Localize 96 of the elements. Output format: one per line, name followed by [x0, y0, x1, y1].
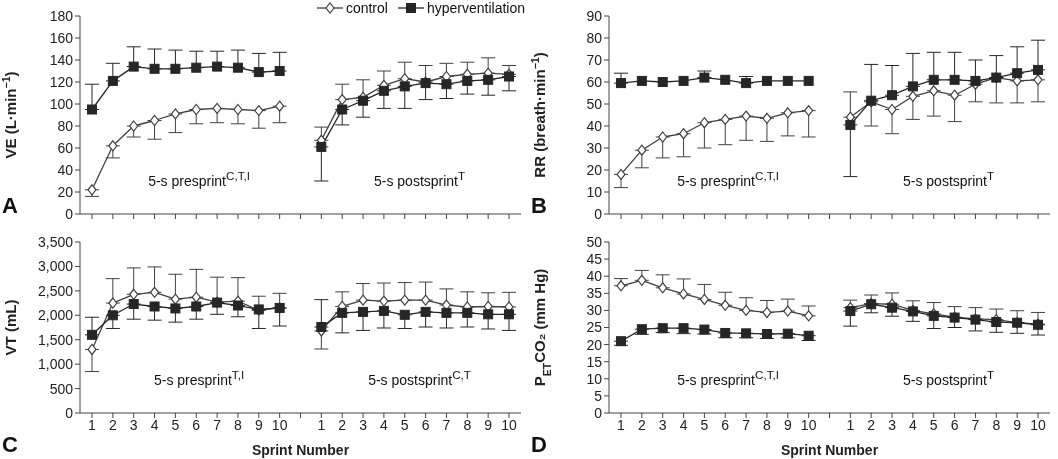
- x-tick-label: 6: [421, 416, 430, 433]
- y-tick-label: 2,500: [37, 282, 74, 299]
- text: A: [2, 193, 18, 219]
- x-tick-label: 9: [783, 416, 792, 433]
- x-tick-label: 4: [380, 416, 388, 433]
- annotation: 5-s postsprint$^{C,T}$: [368, 368, 471, 389]
- annotation: 5-s postsprint$^{T}$: [373, 169, 466, 190]
- x-tick-label: 5: [700, 416, 709, 433]
- y-tick-label: 25: [586, 319, 603, 336]
- x-tick-label: 10: [1030, 416, 1046, 433]
- x-tick-label: 8: [763, 416, 772, 433]
- y-tick-label: 15: [586, 353, 603, 370]
- y-tick-label: 100: [49, 95, 74, 112]
- y-tick-label: 30: [586, 139, 603, 156]
- y-tick-label: 0: [594, 404, 603, 421]
- x-tick-label: 4: [909, 416, 917, 433]
- y-tick-label: 60: [586, 73, 603, 90]
- x-tick-label: 1: [846, 416, 855, 433]
- y-tick-label: 80: [57, 117, 74, 134]
- x-tick-label: 1: [317, 416, 326, 433]
- x-tick-label: 7: [971, 416, 980, 433]
- x-tick-label: 9: [1013, 416, 1022, 433]
- y-tick-label: 90: [586, 7, 603, 24]
- x-tick-label: 5: [929, 416, 938, 433]
- text: C: [2, 432, 18, 458]
- y-tick-label: 3,000: [37, 258, 74, 275]
- x-tick-label: 2: [338, 416, 347, 433]
- y-tick-label: 20: [586, 336, 603, 353]
- x-tick-label: 10: [800, 416, 817, 433]
- y-tick-label: 30: [586, 302, 603, 319]
- x-tick-label: 10: [271, 416, 288, 433]
- y-tick-label: 20: [586, 161, 603, 178]
- x-tick-label: 10: [501, 416, 517, 433]
- y-tick-label: 1,500: [37, 331, 74, 348]
- x-tick-label: 9: [484, 416, 493, 433]
- y-tick-label: 70: [586, 51, 603, 68]
- legend-label: control: [345, 0, 388, 16]
- y-tick-label: 0: [65, 404, 74, 421]
- x-axis-title: Sprint Number: [251, 442, 350, 458]
- y-tick-label: 5: [594, 387, 603, 404]
- x-tick-label: 9: [254, 416, 263, 433]
- x-tick-label: 5: [171, 416, 180, 433]
- x-tick-label: 3: [359, 416, 368, 433]
- x-tick-label: 8: [234, 416, 243, 433]
- x-tick-label: 8: [463, 416, 472, 433]
- x-tick-label: 4: [150, 416, 159, 433]
- text: B: [531, 193, 547, 219]
- y-tick-label: 10: [586, 183, 603, 200]
- y-tick-label: 0: [594, 205, 603, 222]
- x-tick-label: 4: [679, 416, 688, 433]
- y-tick-label: 500: [49, 380, 74, 397]
- y-tick-label: 35: [586, 285, 603, 302]
- y-tick-label: 20: [57, 183, 74, 200]
- y-tick-label: 40: [586, 268, 603, 285]
- x-tick-label: 1: [88, 416, 97, 433]
- annotation: 5-s postsprint$^{T}$: [902, 169, 995, 190]
- x-tick-label: 6: [192, 416, 201, 433]
- y-tick-label: 60: [57, 139, 74, 156]
- y-tick-label: 50: [586, 95, 603, 112]
- text: D: [531, 432, 547, 458]
- legend-label: hyperventilation: [426, 0, 525, 16]
- y-tick-label: 140: [49, 51, 74, 68]
- x-tick-label: 3: [888, 416, 897, 433]
- x-tick-label: 2: [867, 416, 876, 433]
- y-tick-label: 40: [57, 161, 74, 178]
- y-tick-label: 45: [586, 251, 603, 268]
- annotation: 5-s presprint$^{C,T,I}$: [677, 169, 779, 190]
- annotation: 5-s postsprint$^{T}$: [902, 368, 995, 389]
- x-tick-label: 1: [617, 416, 626, 433]
- y-axis-title: VT (mL): [2, 299, 19, 356]
- y-tick-label: 1,000: [37, 356, 74, 373]
- y-tick-label: 50: [586, 233, 603, 250]
- annotation: 5-s presprint$^{C,T,I}$: [148, 169, 250, 190]
- x-tick-label: 8: [992, 416, 1001, 433]
- x-axis-title: Sprint Number: [780, 442, 879, 458]
- y-tick-label: 180: [49, 7, 74, 24]
- x-tick-label: 3: [658, 416, 667, 433]
- x-tick-label: 5: [400, 416, 409, 433]
- y-tick-label: 0: [65, 205, 74, 222]
- y-tick-label: 80: [586, 29, 603, 46]
- y-tick-label: 160: [49, 29, 74, 46]
- x-tick-label: 7: [742, 416, 751, 433]
- y-tick-label: 10: [586, 370, 603, 387]
- x-tick-label: 6: [950, 416, 959, 433]
- x-tick-label: 6: [721, 416, 730, 433]
- x-tick-label: 7: [442, 416, 451, 433]
- x-tick-label: 3: [129, 416, 138, 433]
- x-tick-label: 7: [213, 416, 222, 433]
- annotation: 5-s presprint$^{T,I}$: [154, 368, 245, 389]
- y-tick-label: 40: [586, 117, 603, 134]
- x-tick-label: 2: [108, 416, 117, 433]
- x-tick-label: 2: [637, 416, 646, 433]
- y-tick-label: 3,500: [37, 233, 74, 250]
- y-tick-label: 2,000: [37, 307, 74, 324]
- y-tick-label: 120: [49, 73, 74, 90]
- annotation: 5-s presprint$^{C,T,I}$: [677, 368, 779, 389]
